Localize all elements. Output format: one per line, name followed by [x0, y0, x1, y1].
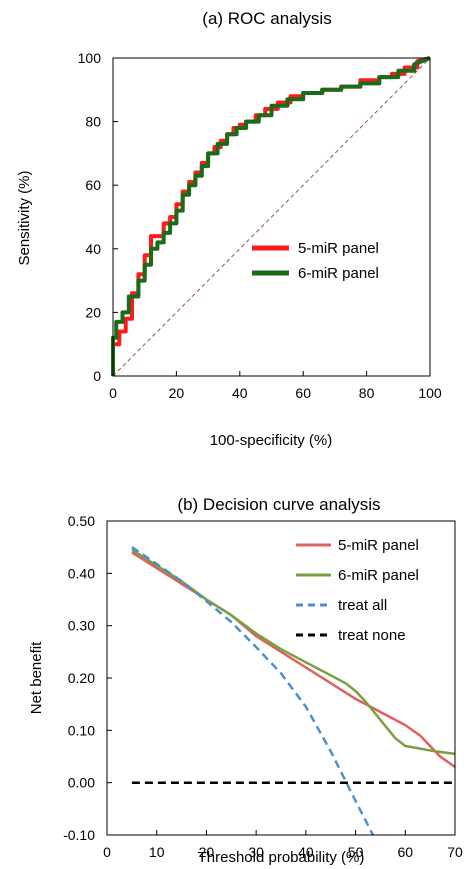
- dca-y-tick-label: 0.10: [68, 722, 95, 738]
- dca-series-lines: [131, 546, 456, 836]
- roc-x-tick-label: 20: [169, 385, 185, 401]
- roc-chart: (a) ROC analysis 0 20 40 60 80 100 0 20 40 60 80 1…: [16, 9, 442, 449]
- roc-plot-frame: [112, 57, 431, 377]
- dca-x-tick-label: 0: [103, 844, 111, 860]
- dca-y-tick-label: 0.50: [68, 513, 95, 529]
- roc-legend: 5-miR panel 6-miR panel: [252, 240, 379, 282]
- roc-y-tick-label: 0: [93, 368, 101, 384]
- dca-series-5-mir-panel: [131, 551, 456, 769]
- roc-series-6-mir-panel: [111, 56, 431, 376]
- dca-x-tick-label: 70: [447, 844, 463, 860]
- roc-x-axis-label: 100-specificity (%): [210, 432, 333, 449]
- dca-x-tick-label: 10: [149, 844, 165, 860]
- dca-series-treat-all: [131, 546, 375, 836]
- roc-y-axis: 0 20 40 60 80 100: [78, 50, 118, 384]
- dca-x-axis: 0 10 20 30 40 50 60 70: [103, 830, 463, 860]
- dca-y-tick-label: 0.40: [68, 565, 95, 581]
- roc-y-tick-label: 20: [85, 304, 101, 320]
- dca-x-axis-label: Threshold probability (%): [198, 849, 365, 866]
- roc-series-lines: [111, 56, 431, 376]
- dca-x-tick-label: 50: [348, 844, 364, 860]
- dca-legend: 5-miR panel 6-miR panel treat all treat …: [296, 537, 419, 644]
- roc-reference-line: [112, 57, 431, 377]
- roc-y-tick-label: 40: [85, 241, 101, 257]
- dca-legend-label-6-mir: 6-miR panel: [338, 567, 419, 584]
- roc-x-tick-label: 100: [418, 385, 442, 401]
- roc-x-tick-label: 60: [295, 385, 311, 401]
- dca-title: (b) Decision curve analysis: [177, 495, 380, 514]
- dca-y-axis-label: Net benefit: [28, 641, 45, 714]
- dca-chart: (b) Decision curve analysis 0 10 20 30 40 50 6…: [28, 495, 463, 866]
- roc-x-tick-label: 0: [109, 385, 117, 401]
- dca-y-tick-label: 0.20: [68, 670, 95, 686]
- roc-reference-diagonal: [112, 57, 431, 377]
- roc-y-tick-label: 100: [78, 50, 102, 66]
- roc-x-tick-label: 80: [359, 385, 375, 401]
- roc-legend-label-6-mir: 6-miR panel: [298, 265, 379, 282]
- dca-x-tick-label: 20: [199, 844, 215, 860]
- roc-y-tick-label: 80: [85, 114, 101, 130]
- dca-y-tick-label: 0.00: [68, 775, 95, 791]
- roc-x-tick-label: 40: [232, 385, 248, 401]
- roc-title: (a) ROC analysis: [202, 9, 331, 28]
- roc-y-axis-label: Sensitivity (%): [16, 170, 33, 265]
- dca-x-tick-label: 60: [397, 844, 413, 860]
- dca-legend-label-treat-all: treat all: [338, 597, 387, 614]
- dca-x-tick-label: 30: [248, 844, 264, 860]
- dca-legend-label-5-mir: 5-miR panel: [338, 537, 419, 554]
- dca-y-tick-label: -0.10: [63, 827, 95, 843]
- roc-legend-label-5-mir: 5-miR panel: [298, 240, 379, 257]
- dca-x-tick-label: 40: [298, 844, 314, 860]
- roc-x-axis: 0 20 40 60 80 100: [109, 371, 442, 401]
- dca-legend-label-treat-none: treat none: [338, 627, 406, 644]
- roc-y-tick-label: 60: [85, 177, 101, 193]
- dca-y-tick-label: 0.30: [68, 618, 95, 634]
- dca-y-axis: -0.10 0.00 0.10 0.20 0.30 0.40 0.50: [63, 513, 112, 843]
